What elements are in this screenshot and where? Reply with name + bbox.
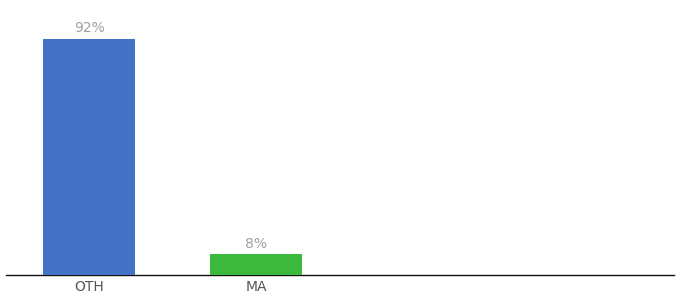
Text: 8%: 8% — [245, 236, 267, 250]
Bar — [44, 39, 135, 275]
Bar — [210, 254, 303, 275]
Text: 92%: 92% — [74, 21, 105, 35]
